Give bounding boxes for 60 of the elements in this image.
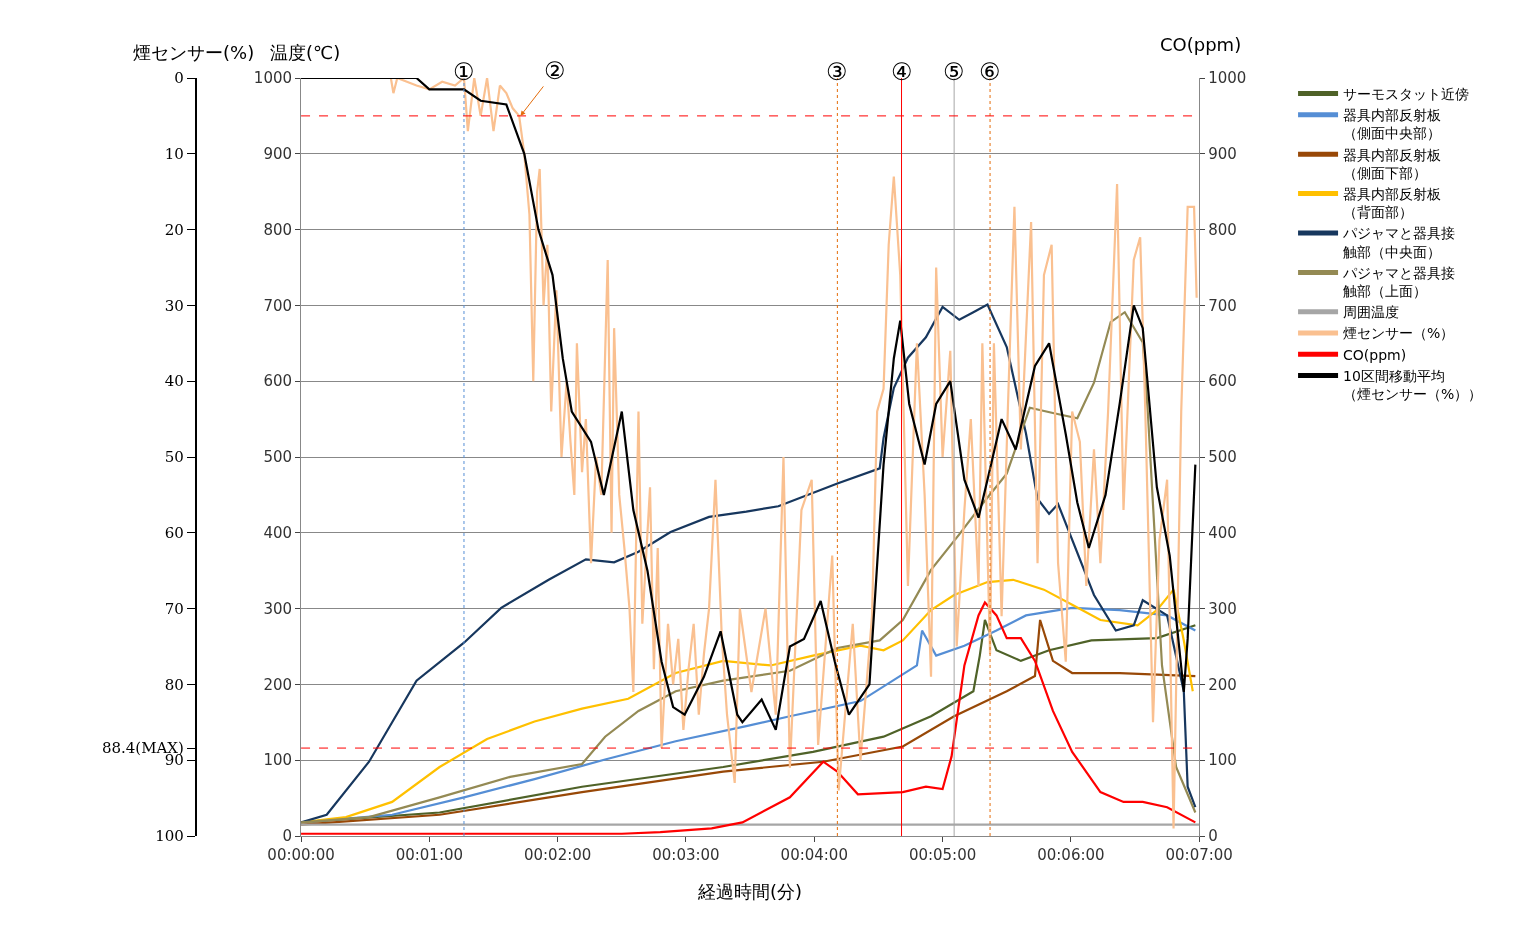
y3-tick-label: 10 [164, 145, 184, 164]
y-tick-label: 400 [263, 524, 293, 543]
annotation: ② [544, 57, 566, 85]
x-tick-label: 00:00:00 [267, 846, 335, 864]
y-tick-label: 900 [263, 145, 293, 164]
x-tick-label: 00:06:00 [1037, 846, 1105, 864]
legend-label: CO(ppm) [1343, 346, 1407, 363]
y3-tick-label: 60 [164, 524, 184, 543]
ref-line-label: ⑥ [979, 58, 1001, 86]
y-axis-title: 温度(℃) [270, 42, 341, 63]
y-tick-label: 100 [263, 751, 293, 770]
legend-label: 器具内部反射板（側面中央部） [1343, 107, 1442, 142]
y3-tick-label: 80 [164, 675, 184, 694]
x-tick-label: 00:03:00 [652, 846, 720, 864]
y2-tick-label: 200 [1208, 675, 1237, 694]
y2-tick-label: 900 [1208, 145, 1237, 164]
y3-tick-label: 70 [164, 599, 184, 618]
x-tick-label: 00:02:00 [523, 846, 592, 864]
x-tick-label: 00:05:00 [908, 846, 977, 864]
y-tick-label: 300 [263, 599, 293, 618]
ref-line-label: ⑤ [943, 58, 965, 86]
y2-tick-label: 0 [1208, 827, 1218, 846]
x-tick-label: 00:04:00 [780, 846, 848, 864]
y-tick-label: 800 [263, 220, 293, 239]
y-tick-label: 500 [263, 448, 293, 467]
ref-line-label: ① [453, 58, 475, 86]
legend-label: 煙センサー（%） [1343, 325, 1455, 342]
y3-tick-label: 0 [174, 69, 184, 88]
y2-tick-label: 800 [1208, 220, 1237, 239]
x-tick-label: 00:07:00 [1165, 846, 1233, 864]
y3-tick-label: 50 [164, 448, 184, 467]
ref-line-label: ④ [891, 58, 913, 86]
x-tick-label: 00:01:00 [395, 846, 464, 864]
y-tick-label: 0 [282, 827, 293, 846]
legend-label: サーモスタット近傍 [1343, 86, 1470, 103]
y3-tick-label: 30 [164, 296, 184, 315]
y3-axis-title: 煙センサー(%) [133, 42, 255, 63]
y-tick-label: 700 [263, 296, 293, 315]
y2-tick-label: 100 [1208, 751, 1237, 770]
y2-tick-label: 1000 [1208, 69, 1247, 88]
legend-label: 周囲温度 [1343, 304, 1400, 321]
y2-tick-label: 400 [1208, 524, 1237, 543]
y-tick-label: 1000 [253, 69, 293, 88]
y3-tick-label: 20 [164, 220, 184, 239]
y2-tick-label: 700 [1208, 296, 1237, 315]
ref-line-label: ③ [826, 58, 848, 86]
legend-label: パジャマと器具接触部（上面） [1342, 264, 1456, 300]
legend-label: パジャマと器具接触部（中央面） [1342, 225, 1456, 260]
y2-tick-label: 600 [1208, 372, 1237, 391]
y-tick-label: 600 [263, 372, 293, 391]
y2-axis-title: CO(ppm) [1160, 34, 1242, 55]
y3-tick-label: 100 [155, 827, 184, 846]
y2-tick-label: 300 [1208, 599, 1237, 618]
y3-tick-label: 40 [164, 372, 184, 391]
y2-tick-label: 500 [1208, 448, 1237, 467]
legend-label: 器具内部反射板（側面下部） [1343, 146, 1442, 181]
x-axis-title: 経過時間(分) [697, 881, 803, 903]
y-tick-label: 200 [263, 675, 293, 694]
legend-label: 器具内部反射板（背面部） [1343, 186, 1442, 221]
legend-label: 10区間移動平均（煙センサー（%）） [1343, 367, 1483, 403]
